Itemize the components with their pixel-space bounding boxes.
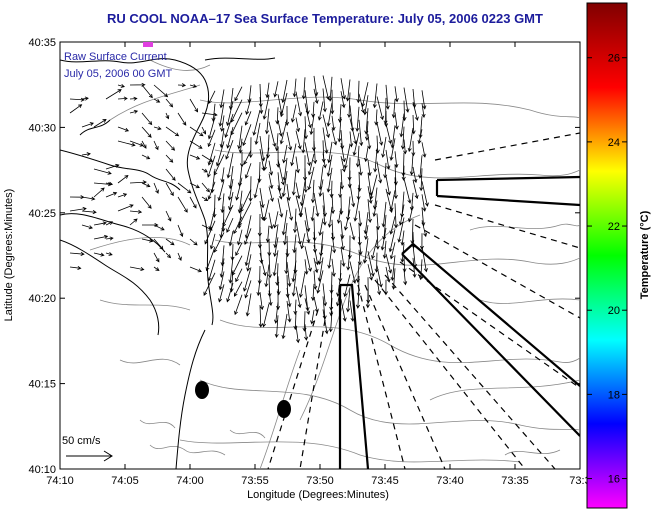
x-axis: 74:10 74:05 74:00 73:55 73:50 73:45 73:40 73:35…	[46, 42, 591, 487]
colorbar-tick-label: 20	[608, 305, 620, 317]
colorbar-ticks: 26 24 22 20 18 16	[587, 53, 627, 486]
station-marker	[195, 381, 209, 399]
y-tick-label: 40:10	[28, 464, 56, 476]
y-tick-label: 40:15	[28, 379, 56, 391]
x-tick-label: 74:00	[176, 475, 204, 487]
station-marker	[277, 400, 291, 418]
y-axis-label: Latitude (Degrees:Minutes)	[3, 189, 15, 322]
boundary-polygons	[338, 175, 580, 469]
x-tick-label: 73:3	[569, 475, 590, 487]
chart-title: RU COOL NOAA–17 Sea Surface Temperature:…	[107, 11, 543, 26]
x-tick-label: 74:10	[46, 475, 74, 487]
colorbar-tick-label: 22	[608, 221, 620, 233]
colorbar-tick-label: 24	[608, 137, 620, 149]
x-axis-label: Longitude (Degrees:Minutes)	[247, 489, 389, 501]
x-tick-label: 73:35	[501, 475, 529, 487]
colorbar-tick-label: 26	[608, 53, 620, 65]
x-tick-label: 74:05	[111, 475, 139, 487]
plot-area: Raw Surface Current July 05, 2006 00 GMT…	[59, 41, 581, 470]
y-tick-label: 40:20	[28, 293, 56, 305]
colorbar-tick-label: 16	[608, 474, 620, 486]
x-tick-label: 73:40	[436, 475, 464, 487]
plot-frame	[59, 41, 581, 470]
coastline	[60, 57, 276, 469]
colorbar	[586, 2, 628, 509]
y-tick-label: 40:25	[28, 208, 56, 220]
surface-current-vectors	[69, 75, 429, 344]
legend-line-2: July 05, 2006 00 GMT	[64, 68, 173, 80]
x-tick-label: 73:55	[241, 475, 269, 487]
scale-arrow	[66, 450, 113, 462]
colorbar-label: Temperature (°C)	[639, 210, 651, 299]
y-axis: 40:35 40:30 40:25 40:20 40:15 40:10	[28, 37, 580, 476]
x-tick-label: 73:45	[371, 475, 399, 487]
y-tick-label: 40:35	[28, 37, 56, 49]
y-tick-label: 40:30	[28, 122, 56, 134]
magenta-patch	[143, 42, 153, 47]
scale-label: 50 cm/s	[62, 435, 101, 447]
x-tick-label: 73:50	[306, 475, 334, 487]
legend-line-1: Raw Surface Current	[64, 51, 167, 63]
bathymetry-contours	[89, 59, 580, 469]
colorbar-tick-label: 18	[608, 389, 620, 401]
